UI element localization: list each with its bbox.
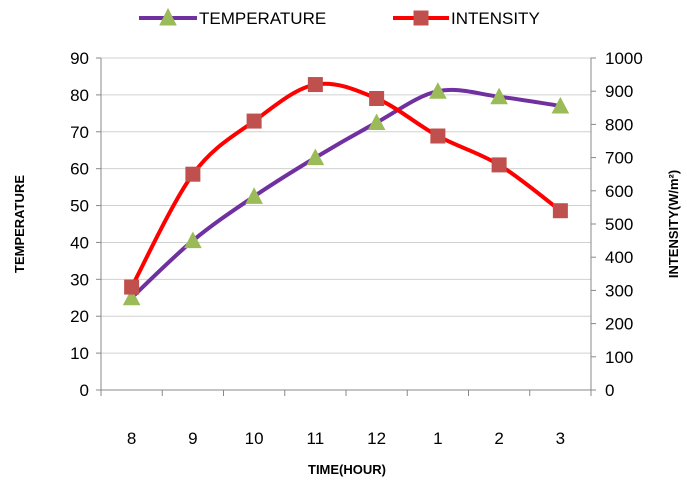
legend-temperature-label: TEMPERATURE bbox=[199, 9, 326, 28]
temperature-data-point bbox=[122, 288, 141, 306]
left-y-tick-label: 90 bbox=[70, 49, 89, 68]
intensity-data-point bbox=[185, 166, 201, 182]
temperature-data-point bbox=[306, 148, 325, 166]
left-y-tick-label: 40 bbox=[70, 233, 89, 252]
x-tick-label: 11 bbox=[307, 429, 325, 448]
series-group bbox=[122, 77, 570, 306]
right-y-axis-title: INTENSITY(W/m²) bbox=[666, 170, 681, 278]
x-tick-labels: 8 9 10 11 12 1 2 3 bbox=[127, 429, 565, 448]
right-y-tick-label: 500 bbox=[605, 215, 633, 234]
right-y-tick-label: 800 bbox=[605, 115, 633, 134]
left-y-axis-title: TEMPERATURE bbox=[12, 175, 27, 273]
right-y-tick-label: 0 bbox=[605, 381, 614, 400]
x-axis-title: TIME(HOUR) bbox=[308, 462, 386, 477]
temperature-data-point bbox=[367, 113, 386, 131]
x-tick-label: 8 bbox=[127, 429, 136, 448]
axes bbox=[96, 57, 596, 396]
left-y-tick-label: 0 bbox=[80, 381, 89, 400]
legend: TEMPERATURE INTENSITY bbox=[139, 7, 540, 28]
intensity-data-point bbox=[246, 113, 262, 129]
x-tick-label: 10 bbox=[245, 429, 264, 448]
right-y-tick-label: 700 bbox=[605, 149, 633, 168]
right-y-tick-label: 400 bbox=[605, 248, 633, 267]
intensity-data-point bbox=[430, 128, 446, 144]
intensity-data-point bbox=[307, 77, 323, 93]
left-y-tick-label: 70 bbox=[70, 123, 89, 142]
left-y-tick-labels: 0 10 20 30 40 50 60 70 80 90 bbox=[70, 49, 89, 400]
intensity-data-point bbox=[124, 279, 140, 295]
intensity-series-line bbox=[129, 81, 563, 290]
left-y-tick-label: 10 bbox=[70, 344, 89, 363]
left-y-tick-label: 80 bbox=[70, 86, 89, 105]
right-y-tick-label: 300 bbox=[605, 281, 633, 300]
legend-intensity-marker bbox=[413, 10, 429, 26]
x-tick-label: 1 bbox=[433, 429, 442, 448]
x-tick-label: 9 bbox=[188, 429, 197, 448]
intensity-data-point bbox=[369, 91, 385, 107]
legend-item-temperature: TEMPERATURE bbox=[139, 7, 326, 28]
x-tick-label: 2 bbox=[494, 429, 503, 448]
temperature-data-point bbox=[245, 187, 263, 204]
temperature-data-point bbox=[184, 231, 202, 249]
right-y-tick-label: 900 bbox=[605, 82, 633, 101]
legend-intensity-label: INTENSITY bbox=[451, 9, 540, 28]
intensity-data-point bbox=[552, 203, 568, 219]
right-y-tick-label: 1000 bbox=[605, 49, 643, 68]
legend-item-intensity: INTENSITY bbox=[393, 9, 540, 28]
x-tick-label: 12 bbox=[367, 429, 386, 448]
left-y-tick-label: 60 bbox=[70, 160, 89, 179]
right-y-tick-label: 200 bbox=[605, 315, 633, 334]
temperature-data-point bbox=[551, 96, 570, 114]
temperature-data-point bbox=[429, 82, 447, 99]
x-tick-label: 3 bbox=[556, 429, 565, 448]
left-y-tick-label: 50 bbox=[70, 197, 89, 216]
left-y-tick-label: 20 bbox=[70, 307, 89, 326]
right-y-tick-labels: 0 100 200 300 400 500 600 700 800 900 1000 bbox=[605, 49, 643, 400]
right-y-tick-label: 600 bbox=[605, 182, 633, 201]
legend-temperature-marker bbox=[159, 7, 177, 26]
temperature-series-line bbox=[129, 87, 563, 300]
right-y-tick-label: 100 bbox=[605, 348, 633, 367]
left-y-tick-label: 30 bbox=[70, 270, 89, 289]
intensity-data-point bbox=[491, 157, 507, 173]
temperature-data-point bbox=[490, 87, 508, 105]
grid-lines bbox=[101, 57, 591, 354]
